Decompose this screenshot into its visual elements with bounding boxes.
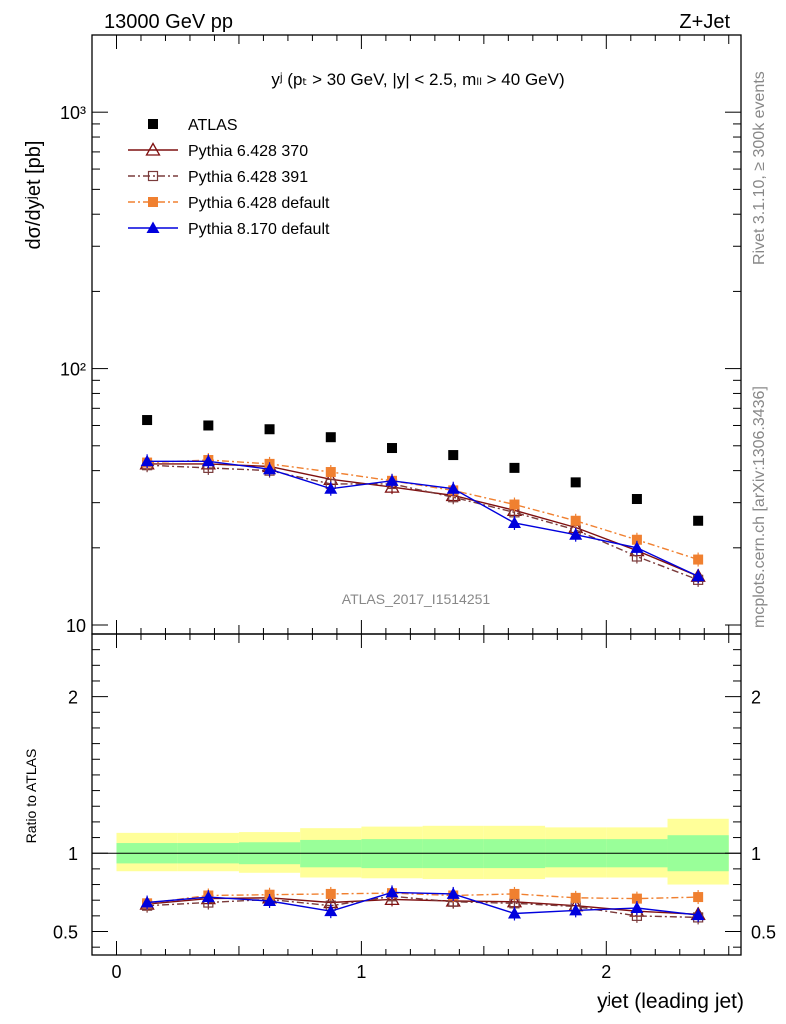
main-data-point [387,443,398,454]
ratio-data-point [631,893,642,904]
x-axis-label: yʲet (leading jet) [597,990,744,1013]
main-series-line [147,463,699,577]
ratio-series-line [147,891,699,916]
ratio-data-point [385,885,399,898]
main-data-point [201,454,215,467]
ratio-data-point [570,892,581,903]
main-data-point [693,554,704,565]
main-series-atlas [142,415,704,526]
legend-label: Pythia 6.428 370 [188,143,308,160]
legend-label: Pythia 8.170 default [188,221,330,238]
plot-title: yʲ (pₜ > 30 GeV, |y| < 2.5, mₗₗ > 40 GeV… [271,70,564,89]
legend-marker [148,197,158,207]
ratio-data-point [140,896,154,908]
main-series-pythia-6-428-default [142,453,704,567]
ratio-y-axis-label: Ratio to ATLAS [23,749,39,844]
ratio-data-point [569,903,583,916]
main-data-point [325,467,336,478]
ratio-x-tick-label: 2 [601,962,611,982]
rivet-version-label: Rivet 3.1.10, ≥ 300k events [751,71,768,265]
main-data-point [385,474,399,486]
main-series-line [147,460,699,577]
main-data-point [630,541,644,553]
main-data-point [448,450,459,461]
legend: ATLAS Pythia 6.428 370 Pythia 6.428 391 Pyt… [128,117,330,238]
main-series-line [147,459,699,561]
main-data-point [570,477,581,488]
main-data-point [203,420,214,431]
ratio-frame [91,633,742,956]
legend-marker [147,170,159,182]
ratio-series-line [147,895,699,919]
main-data-point [264,424,275,435]
analysis-watermark: ATLAS_2017_I1514251 [342,591,491,607]
ratio-series-pythia-8-170-default [140,885,705,923]
main-panel: 10 10² 10³ dσ/dyʲet [pb] yʲ (pₜ > 30 GeV, |y… [23,34,742,636]
main-data-point [693,515,704,526]
ratio-y-tick-label: 0.5 [53,923,78,943]
main-data-point [446,482,460,494]
ratio-data-point [693,892,704,903]
ratio-data-point [324,904,338,917]
legend-marker [145,142,161,156]
main-y-axis-label: dσ/dyʲet [pb] [23,141,45,250]
main-data-point [631,494,642,505]
main-data-point [509,499,520,510]
ratio-data-point [509,888,520,899]
ratio-y-tick-label-right: 1 [751,844,761,864]
main-y-tick-label: 10³ [60,103,86,123]
ratio-x-tick-label: 0 [111,962,121,982]
main-series-pythia-6-428-370 [139,456,706,584]
ratio-data-point [325,888,336,899]
main-y-tick-label: 10² [60,360,86,380]
ratio-data-point [384,891,400,906]
main-data-point [263,462,277,475]
main-data-point [384,479,400,493]
main-data-point [142,415,153,426]
ratio-y-tick-label: 2 [68,688,78,708]
ratio-x-tick-label: 1 [356,962,366,982]
mcplots-label: mcplots.cern.ch [arXiv:1306.3436] [751,386,768,628]
main-data-point [325,432,336,443]
main-series-pythia-6-428-391 [142,458,704,587]
main-data-point [570,515,581,526]
ratio-y-tick-label-right: 0.5 [751,923,776,943]
main-series-line [147,464,699,581]
main-y-tick-label: 10 [66,616,86,636]
main-data-point [140,454,154,467]
ratio-data-point [691,908,705,921]
header-process-label: Z+Jet [679,11,730,33]
main-data-point [509,462,520,473]
ratio-y-tick-label-right: 2 [751,688,761,708]
main-series-pythia-8-170-default [140,454,705,584]
legend-label: Pythia 6.428 default [188,195,330,212]
main-data-point [569,528,583,540]
ratio-data-point [201,890,215,903]
ratio-series-line [147,892,699,904]
ratio-data-point [630,901,644,914]
legend-marker [148,119,158,129]
ratio-data-point [446,887,460,899]
legend-label: ATLAS [188,117,238,134]
header-energy-label: 13000 GeV pp [104,11,233,33]
legend-label: Pythia 6.428 391 [188,169,308,186]
main-data-point [507,516,521,528]
main-data-point [691,569,705,582]
ratio-y-tick-label: 1 [68,844,78,864]
main-data-point [324,482,338,494]
main-data-point [631,534,642,545]
ratio-data-point [507,907,521,919]
ratio-series-line [147,897,699,915]
ratio-data-point [263,894,277,906]
ratio-panel: 0.5 0.5 1 1 2 2 0 1 2 Ratio to ATLAS yʲet (leading… [23,633,776,1013]
legend-marker [146,221,160,233]
